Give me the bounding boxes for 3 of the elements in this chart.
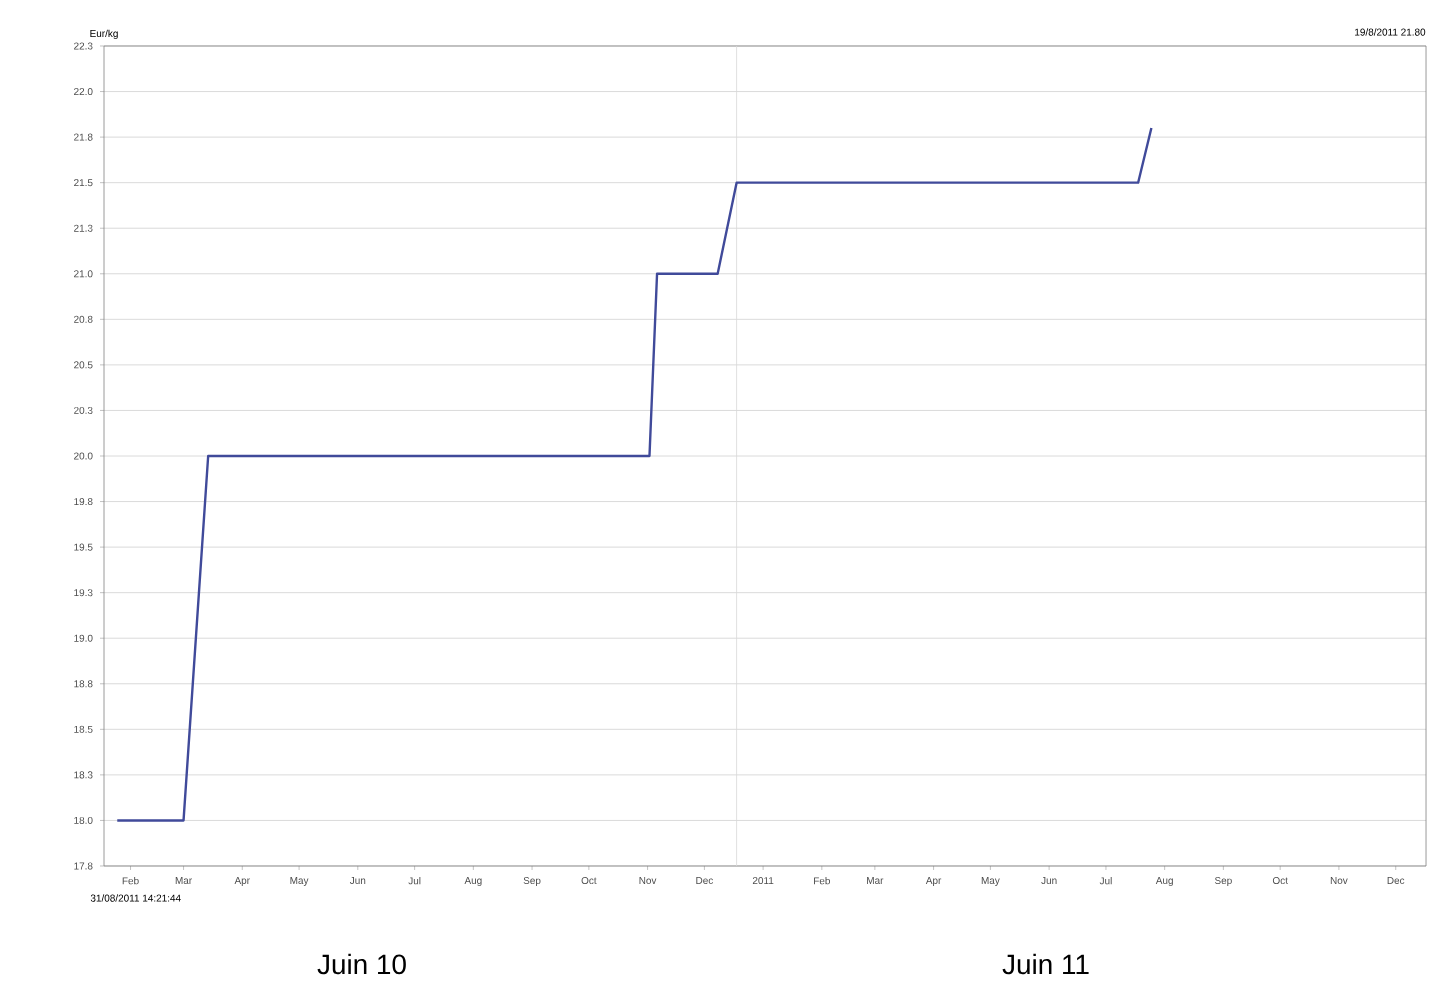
text: Juin 11 — [1002, 953, 1089, 975]
line-series — [116, 126, 1153, 822]
text: Juin 10 — [317, 953, 406, 975]
